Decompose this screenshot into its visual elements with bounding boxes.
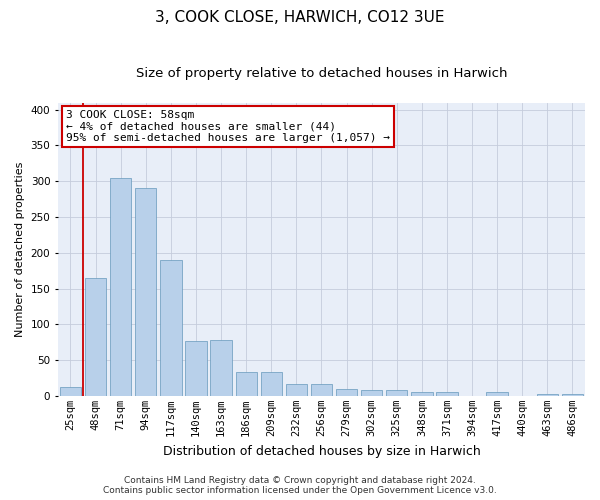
Bar <box>85 278 106 396</box>
Bar <box>135 188 157 396</box>
Y-axis label: Number of detached properties: Number of detached properties <box>15 162 25 337</box>
Bar <box>160 260 182 396</box>
Bar <box>311 384 332 396</box>
Bar <box>386 390 407 396</box>
Bar <box>286 384 307 396</box>
Bar <box>336 390 357 396</box>
Bar <box>260 372 282 396</box>
Title: Size of property relative to detached houses in Harwich: Size of property relative to detached ho… <box>136 68 507 80</box>
Bar <box>211 340 232 396</box>
Bar <box>185 341 206 396</box>
X-axis label: Distribution of detached houses by size in Harwich: Distribution of detached houses by size … <box>163 444 481 458</box>
Bar <box>361 390 382 396</box>
Text: 3 COOK CLOSE: 58sqm
← 4% of detached houses are smaller (44)
95% of semi-detache: 3 COOK CLOSE: 58sqm ← 4% of detached hou… <box>66 110 390 143</box>
Bar <box>411 392 433 396</box>
Bar <box>110 178 131 396</box>
Bar <box>536 394 558 396</box>
Text: 3, COOK CLOSE, HARWICH, CO12 3UE: 3, COOK CLOSE, HARWICH, CO12 3UE <box>155 10 445 25</box>
Bar <box>487 392 508 396</box>
Text: Contains HM Land Registry data © Crown copyright and database right 2024.
Contai: Contains HM Land Registry data © Crown c… <box>103 476 497 495</box>
Bar <box>562 394 583 396</box>
Bar <box>60 386 81 396</box>
Bar <box>436 392 458 396</box>
Bar <box>236 372 257 396</box>
